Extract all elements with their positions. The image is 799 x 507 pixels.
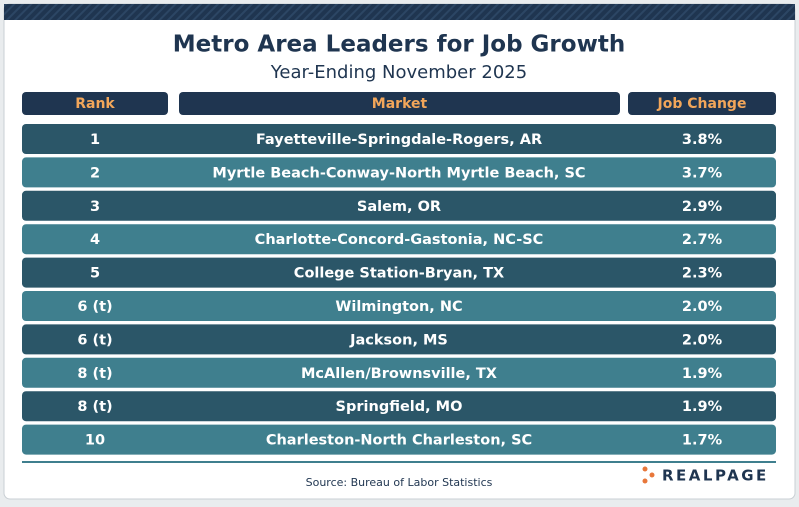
cell: 6 (t) [77, 299, 112, 315]
cell: Wilmington, NC [335, 299, 462, 315]
row-bg [22, 357, 776, 388]
cell: 2.7% [682, 232, 723, 248]
cell: 6 (t) [77, 332, 112, 348]
row-bg [22, 190, 776, 221]
logo-dot [642, 478, 648, 484]
cell: 1 [90, 132, 100, 148]
row-bg [22, 324, 776, 355]
cell: 5 [90, 266, 100, 282]
cell: McAllen/Brownsville, TX [301, 366, 497, 382]
logo-dot [642, 466, 648, 472]
row-bg [22, 391, 776, 422]
cell: 10 [85, 433, 105, 449]
row-bg [22, 291, 776, 321]
column-header-bg [628, 92, 776, 115]
cell: Charleston-North Charleston, SC [266, 433, 532, 449]
title: Metro Area Leaders for Job Growth [173, 32, 625, 58]
cell: Springfield, MO [336, 399, 463, 415]
cell: Myrtle Beach-Conway-North Myrtle Beach, … [212, 165, 585, 181]
cell: 1.9% [682, 366, 723, 382]
source: Source: Bureau of Labor Statistics [306, 476, 493, 489]
cell: College Station-Bryan, TX [294, 266, 504, 282]
row-bg [22, 124, 776, 154]
cell: Charlotte-Concord-Gastonia, NC-SC [255, 232, 544, 248]
cell: 1.7% [682, 433, 723, 449]
row-bg [22, 224, 776, 255]
cell: 2 [90, 165, 100, 181]
cell: 2.0% [682, 299, 723, 315]
logo-text: REALPAGE [662, 467, 769, 485]
column-header: Job Change [657, 96, 747, 112]
cell: 4 [90, 232, 100, 248]
cell: Salem, OR [357, 199, 441, 215]
cell: 1.9% [682, 399, 723, 415]
logo: REALPAGE [642, 466, 769, 485]
cell: Fayetteville-Springdale-Rogers, AR [256, 132, 542, 148]
logo-dot [649, 472, 655, 478]
row-bg [22, 257, 776, 288]
cell: 2.3% [682, 266, 723, 282]
cell: 2.0% [682, 332, 723, 348]
column-header-bg [22, 92, 168, 115]
cell: 3.8% [682, 132, 723, 148]
column-header: Market [372, 96, 428, 112]
cell: 8 (t) [77, 366, 112, 382]
row-bg [22, 424, 776, 455]
top-band [4, 4, 795, 20]
column-header: Rank [75, 96, 115, 112]
cell: Jackson, MS [349, 332, 448, 348]
column-header-bg [179, 92, 620, 115]
cell: 2.9% [682, 199, 723, 215]
row-bg [22, 157, 776, 188]
cell: 3.7% [682, 165, 723, 181]
cell: 8 (t) [77, 399, 112, 415]
cell: 3 [90, 199, 100, 215]
subtitle: Year-Ending November 2025 [270, 62, 527, 83]
